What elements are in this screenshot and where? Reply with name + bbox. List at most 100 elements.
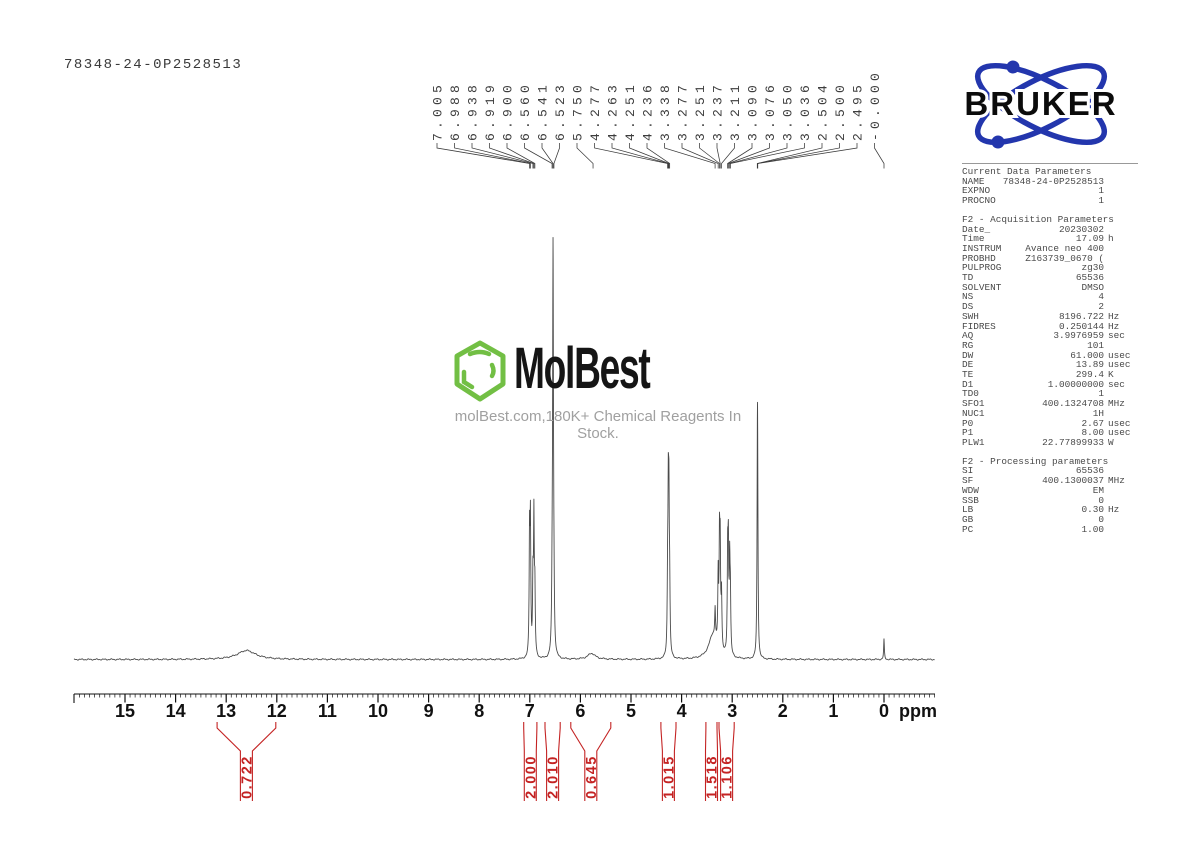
param-value: 8.00 [1081, 427, 1104, 439]
peak-label: 3.338 [658, 81, 673, 141]
param-row: TD 65536 [962, 273, 1138, 283]
param-row: DE 13.89 usec [962, 360, 1138, 370]
param-row: SF 400.1300037 MHz [962, 476, 1138, 486]
peak-label: 2.500 [833, 81, 848, 141]
peak-label: 7.005 [431, 81, 446, 141]
peak-label: 6.560 [518, 81, 533, 141]
param-unit [1104, 254, 1138, 264]
param-label: SWH [962, 310, 979, 322]
param-section-heading: Current Data Parameters [962, 166, 1092, 177]
x-axis-tick-label: 8 [474, 701, 484, 721]
molbest-wordmark: MolBest [514, 336, 651, 401]
peak-label: 4.263 [606, 81, 621, 141]
param-unit: usec [1108, 417, 1131, 429]
integral-bracket-right [673, 722, 677, 801]
acquisition-parameters-panel: Current Data Parameters NAME 78348-24-0P25… [962, 163, 1138, 543]
param-label: SF [962, 475, 974, 487]
peak-connector-line [576, 143, 594, 169]
param-unit: MHz [1108, 475, 1125, 487]
param-value: 400.1324708 [1042, 398, 1104, 410]
param-value: 3.9976959 [1053, 330, 1104, 342]
x-axis-tick-label: 14 [166, 701, 186, 721]
integral-bracket-right [535, 722, 538, 801]
param-section: F2 - Processing parameters SI 65536 SF 400.1… [962, 456, 1138, 535]
param-value: 22.77899933 [1042, 436, 1104, 448]
param-row: WDW EM [962, 486, 1138, 496]
param-value: EM [1092, 484, 1104, 496]
integral-value: 0.722 [239, 755, 255, 799]
param-row: FIDRES 0.250144 Hz [962, 320, 1138, 332]
param-section-heading: F2 - Acquisition Parameters [962, 213, 1114, 225]
peak-connector-line [721, 143, 735, 169]
param-unit: h [1108, 233, 1114, 245]
param-value: 1.00 [1081, 523, 1104, 535]
integral-bracket-left [216, 722, 241, 801]
param-value: 8196.722 [1058, 310, 1104, 322]
param-label: RG [962, 339, 974, 351]
param-label: P1 [962, 427, 974, 439]
param-row: PC 1.00 [962, 523, 1138, 535]
peak-connector-line [611, 143, 669, 169]
x-axis-unit-label: ppm [899, 701, 937, 721]
peak-label: 3.076 [763, 81, 778, 141]
param-unit: Hz [1108, 504, 1120, 516]
param-unit [1104, 292, 1138, 302]
peak-connector-line [727, 143, 753, 169]
param-value: 1H [1092, 407, 1104, 419]
integral-value: 0.645 [584, 755, 600, 799]
param-value: 0.250144 [1058, 320, 1104, 332]
param-label: SFO1 [962, 398, 985, 410]
param-unit [1104, 196, 1138, 206]
param-unit: MHz [1108, 398, 1125, 410]
integral-value: 2.000 [523, 755, 539, 799]
param-value: 2 [1098, 301, 1104, 313]
peak-label: 3.036 [798, 81, 813, 141]
peak-label: -0.000 [868, 69, 883, 141]
param-row: DW 61.000 usec [962, 350, 1138, 361]
param-value: 1 [1098, 388, 1104, 400]
x-axis-tick-label: 5 [626, 701, 636, 721]
param-row: Time 17.09 h [962, 234, 1138, 244]
param-value: Z163739_0670 ( [1025, 252, 1104, 264]
param-label: SSB [962, 494, 979, 506]
peak-connector-line [541, 143, 554, 169]
param-value: 65536 [1075, 272, 1104, 284]
peak-label: 6.541 [536, 81, 551, 141]
param-row: PULPROG zg30 [962, 263, 1138, 273]
integral-bracket-left [544, 722, 548, 801]
integral-value: 1.518 [704, 755, 720, 799]
param-label: TD [962, 272, 974, 284]
param-unit: usec [1108, 359, 1131, 371]
param-row: LB 0.30 Hz [962, 505, 1138, 515]
param-row: NUC1 1H [962, 409, 1138, 419]
param-row: SI 65536 [962, 466, 1138, 476]
param-value: 0 [1098, 513, 1104, 525]
integral-bracket-left [523, 722, 525, 801]
param-row: PROBHD Z163739_0670 ( [962, 252, 1138, 264]
integral-value: 1.015 [661, 755, 677, 799]
peak-connector-line [553, 143, 560, 169]
param-value: 2.67 [1081, 417, 1104, 429]
param-value: 1 [1098, 185, 1104, 197]
param-section: F2 - Acquisition Parameters Date_ 20230302… [962, 215, 1138, 448]
x-axis-tick-label: 6 [575, 701, 585, 721]
param-label: PC [962, 523, 974, 535]
param-label: NUC1 [962, 407, 985, 419]
param-label: NAME [962, 175, 985, 187]
integral-bracket-right [716, 722, 719, 801]
param-unit [1104, 186, 1138, 196]
peak-connector-line [664, 143, 716, 169]
param-label: PROCNO [962, 195, 996, 207]
x-axis-tick-label: 11 [318, 701, 337, 721]
x-axis-tick-label: 4 [677, 701, 687, 721]
param-value: 4 [1098, 291, 1104, 303]
param-unit [1104, 486, 1138, 496]
param-unit [1104, 177, 1138, 187]
param-unit [1104, 515, 1138, 525]
peak-label: 3.251 [693, 81, 708, 141]
param-unit: usec [1108, 427, 1131, 439]
x-axis-tick-label: 0 [879, 701, 889, 721]
param-row: SWH 8196.722 Hz [962, 312, 1138, 322]
param-row: SOLVENT DMSO [962, 283, 1138, 293]
